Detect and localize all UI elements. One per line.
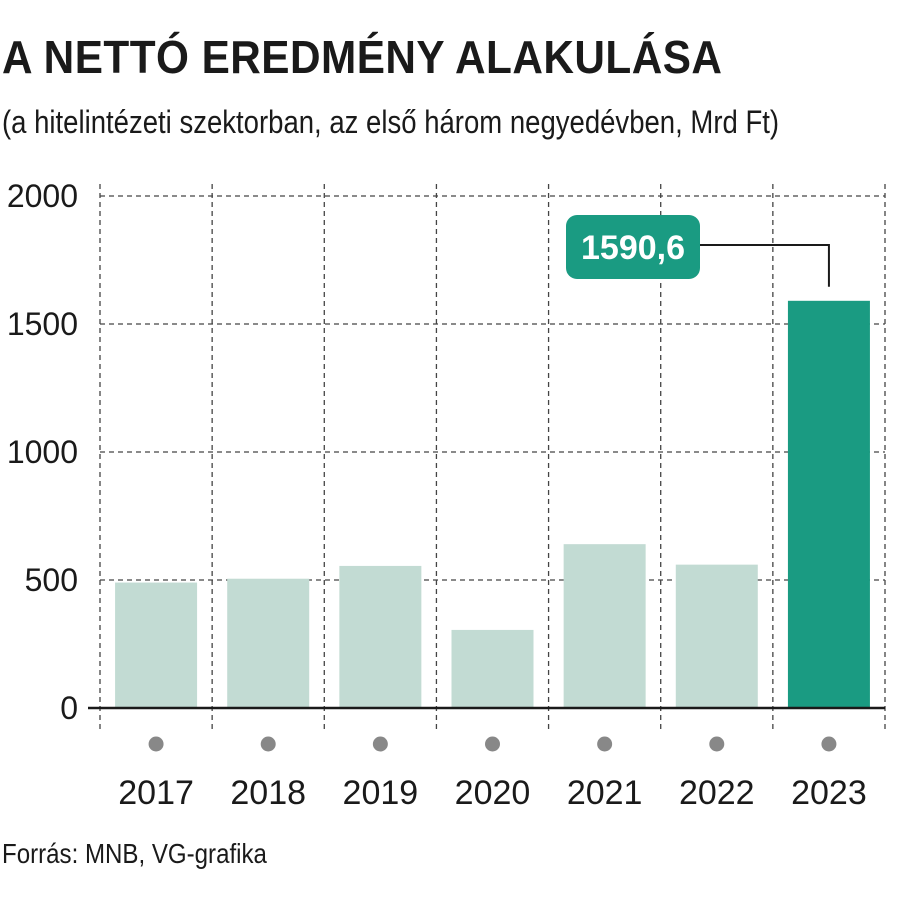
callout-box: [566, 215, 700, 279]
chart-subtitle: (a hitelintézeti szektorban, az első hár…: [2, 104, 780, 140]
bar-2020: [451, 629, 534, 708]
y-tick-label: 2000: [7, 178, 78, 214]
x-tick-label: 2019: [343, 774, 419, 812]
x-tick-label: 2023: [791, 774, 867, 812]
bar-2017: [115, 582, 198, 708]
x-tick-label: 2022: [679, 774, 755, 812]
bar-2022: [675, 564, 758, 708]
x-tick-label: 2021: [567, 774, 643, 812]
y-tick-label: 500: [25, 562, 78, 598]
category-dot: [485, 736, 500, 752]
y-tick-label: 1500: [7, 306, 78, 342]
category-dot: [709, 736, 725, 752]
x-tick-label: 2018: [230, 774, 306, 812]
labels: 0 500 1000 1500 2000 2017 2018 2019 2020 2021 2022…: [7, 178, 867, 812]
category-dot: [148, 736, 164, 752]
bars: [115, 300, 870, 708]
category-dot: [372, 736, 388, 752]
category-dot: [597, 736, 613, 752]
x-tick-label: 2017: [118, 774, 194, 812]
callout: 1590,6: [566, 215, 830, 287]
bar-2019: [339, 565, 422, 708]
callout-value-label: 1590,6: [581, 229, 685, 267]
x-tick-label: 2020: [455, 774, 531, 812]
bar-2021: [563, 544, 646, 708]
y-tick-label: 1000: [7, 434, 78, 470]
y-tick-label: 0: [60, 690, 78, 726]
category-dot: [260, 736, 276, 752]
callout-leader-line: [700, 244, 830, 287]
source-note: Forrás: MNB, VG-grafika: [2, 838, 267, 869]
chart-title: A NETTÓ EREDMÉNY ALAKULÁSA: [2, 31, 723, 83]
category-dot: [821, 736, 837, 752]
bar-2018: [227, 578, 310, 708]
bar-2023: [787, 300, 870, 708]
